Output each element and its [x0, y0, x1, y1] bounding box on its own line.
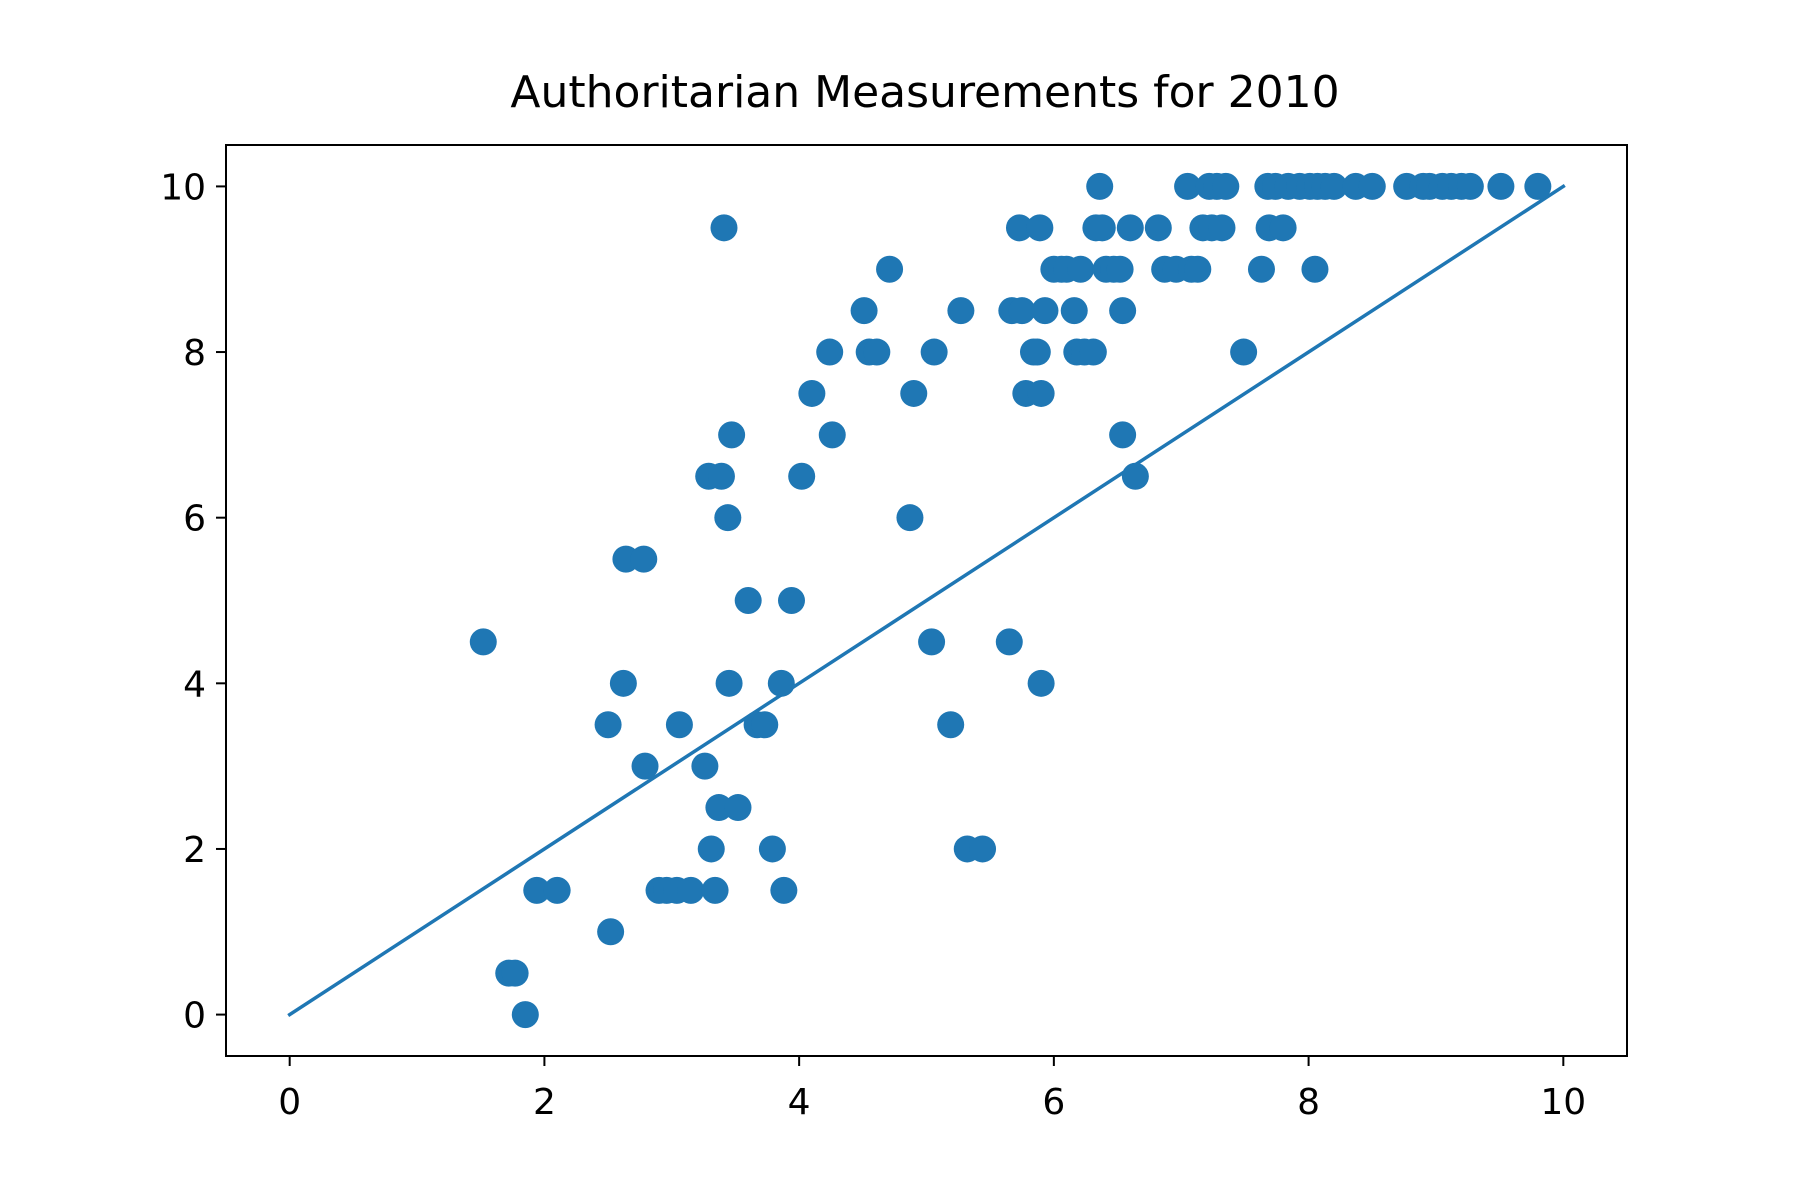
scatter-point	[1301, 255, 1329, 283]
scatter-point	[734, 587, 762, 614]
reference-line	[287, 183, 1566, 1018]
y-tick-label: 6	[183, 499, 206, 540]
scatter-point	[850, 297, 878, 325]
scatter-point	[707, 462, 735, 490]
x-tick-label: 2	[533, 1082, 556, 1123]
scatter-point	[1109, 297, 1137, 325]
scatter-point	[995, 628, 1023, 656]
chart-title: Authoritarian Measurements for 2010	[510, 67, 1339, 118]
scatter-point	[947, 297, 975, 325]
scatter-point	[818, 421, 846, 449]
scatter-point	[1027, 669, 1055, 697]
scatter-point	[594, 711, 622, 739]
x-tick-label: 6	[1042, 1082, 1065, 1123]
scatter-point	[1088, 214, 1116, 242]
x-tick-label: 10	[1540, 1082, 1586, 1123]
scatter-point	[876, 255, 904, 283]
scatter-point	[691, 752, 719, 780]
x-tick-label: 8	[1297, 1082, 1320, 1123]
scatter-point	[896, 504, 924, 532]
scatter-point	[501, 959, 529, 987]
scatter-point	[1358, 172, 1386, 200]
scatter-point	[798, 379, 826, 407]
scatter-point	[701, 876, 729, 904]
x-tick-label: 0	[278, 1082, 301, 1123]
scatter-point	[715, 669, 743, 697]
scatter-point	[523, 876, 551, 904]
scatter-point	[714, 504, 742, 532]
scatter-point	[1212, 172, 1240, 200]
scatter-point	[758, 835, 786, 863]
scatter-point	[597, 918, 625, 946]
y-tick-label: 2	[183, 830, 206, 871]
axes-frame	[225, 144, 1628, 1057]
scatter-point	[609, 669, 637, 697]
scatter-point	[543, 876, 571, 904]
y-tick-label: 10	[160, 167, 206, 208]
scatter-point	[1008, 297, 1036, 325]
scatter-point	[1027, 379, 1055, 407]
scatter-point	[770, 876, 798, 904]
scatter-point	[1174, 172, 1202, 200]
scatter-point	[1031, 297, 1059, 325]
scatter-point	[1487, 172, 1515, 200]
scatter-point	[631, 752, 659, 780]
scatter-point	[1005, 214, 1033, 242]
scatter-point	[718, 421, 746, 449]
tick-labels: 0 2 4 6 8 10 0 2 4 6 8 10	[160, 167, 1586, 1123]
scatter-point	[705, 794, 733, 822]
scatter-point	[767, 669, 795, 697]
scatter-point	[1026, 214, 1054, 242]
scatter-point	[918, 628, 946, 656]
scatter-point	[751, 711, 779, 739]
scatter-point	[1184, 255, 1212, 283]
scatter-point	[1456, 172, 1484, 200]
scatter-point	[863, 338, 891, 366]
y-tick-label: 0	[183, 996, 206, 1037]
axes	[216, 144, 1628, 1066]
scatter-point	[1109, 421, 1137, 449]
scatter-point	[1230, 338, 1258, 366]
scatter-point	[724, 794, 752, 822]
scatter-point	[1067, 255, 1095, 283]
scatter-point	[1106, 255, 1134, 283]
scatter-point	[1116, 214, 1144, 242]
x-tick-label: 4	[788, 1082, 811, 1123]
scatter-point	[469, 628, 497, 656]
scatter-point	[1023, 338, 1051, 366]
scatter-point	[1208, 214, 1236, 242]
scatter-point	[1121, 462, 1149, 490]
scatter-point	[1144, 214, 1172, 242]
scatter-point	[710, 214, 738, 242]
plot-area	[287, 172, 1566, 1029]
y-tick-label: 4	[183, 664, 206, 705]
y-tick-label: 8	[183, 333, 206, 374]
scatter-point	[1269, 214, 1297, 242]
scatter-point	[677, 876, 705, 904]
scatter-point	[777, 587, 805, 614]
scatter-point	[665, 711, 693, 739]
scatter-point	[788, 462, 816, 490]
scatter-point	[937, 711, 965, 739]
scatter-point	[1060, 297, 1088, 325]
scatter-point	[1086, 172, 1114, 200]
scatter-point	[1247, 255, 1275, 283]
scatter-point	[969, 835, 997, 863]
scatter-point	[920, 338, 948, 366]
scatter-point	[697, 835, 725, 863]
scatter-point	[816, 338, 844, 366]
scatter-point	[1524, 172, 1552, 200]
scatter-point	[511, 1001, 539, 1029]
scatter-point	[1079, 338, 1107, 366]
scatter-point	[900, 379, 928, 407]
scatter-point	[1320, 172, 1348, 200]
scatter-point	[630, 545, 658, 573]
